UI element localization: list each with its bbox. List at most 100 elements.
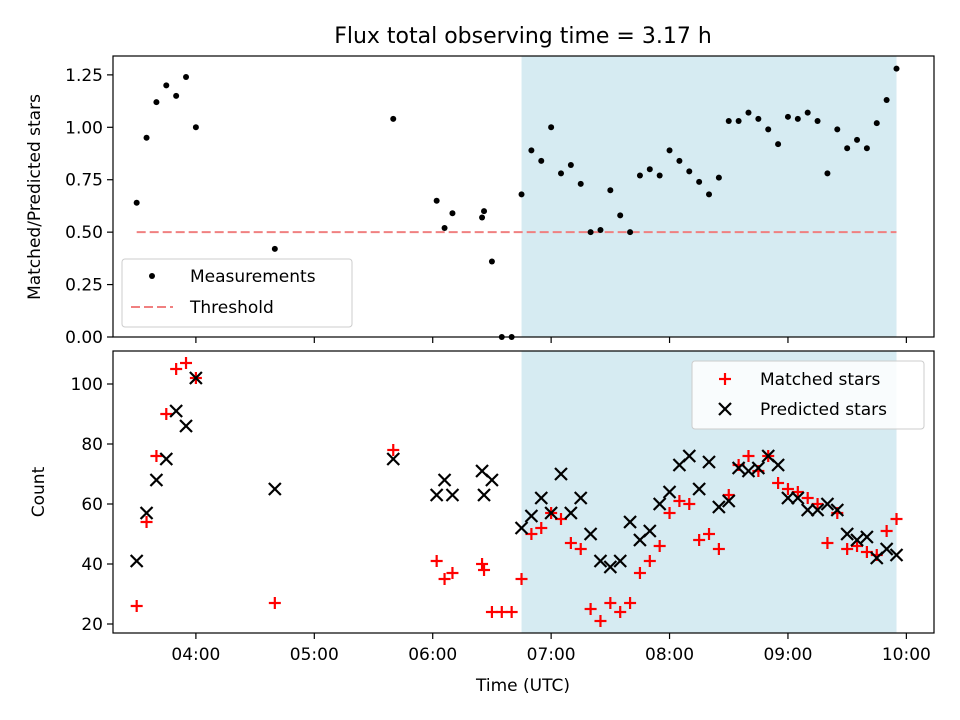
measurement-points: [133, 65, 900, 340]
measurement-point: [883, 97, 890, 104]
measurement-point: [725, 118, 732, 125]
measurement-point: [587, 229, 594, 236]
predicted-star-point: [820, 497, 835, 511]
matched-star-point: [564, 537, 577, 549]
matched-star-point: [604, 597, 617, 609]
measurement-point: [577, 180, 584, 187]
matched-star-point: [150, 450, 163, 462]
top-axes-frame: [112, 55, 935, 338]
predicted-star-point: [129, 554, 144, 568]
predicted-star-point: [800, 503, 815, 517]
matched-star-point: [801, 492, 814, 504]
legend-matched-marker: [719, 373, 731, 385]
legend-matched-label: Matched stars: [760, 370, 880, 390]
predicted-star-point: [583, 527, 598, 541]
xtick-label: 08:00: [645, 645, 694, 665]
matched-star-point: [772, 477, 785, 489]
measurement-point: [183, 73, 190, 80]
measurement-point: [488, 258, 495, 265]
matched-star-point: [614, 606, 627, 618]
bottom-legend: Matched stars Predicted stars: [691, 360, 925, 430]
predicted-star-point: [721, 494, 736, 508]
matched-star-point: [673, 495, 686, 507]
measurement-point: [449, 210, 456, 217]
top-legend-box: [121, 258, 353, 328]
measurement-point: [441, 224, 448, 231]
measurement-point: [755, 115, 762, 122]
predicted-star-point: [514, 521, 529, 535]
matched-star-point: [841, 543, 854, 555]
legend-measurements-label: Measurements: [190, 267, 316, 287]
matched-star-point: [160, 408, 173, 420]
xtick-label: 09:00: [763, 645, 812, 665]
t-ytick-label: 0.25: [65, 276, 103, 296]
matched-star-point: [535, 522, 548, 534]
matched-star-point: [140, 516, 153, 528]
b-ytick-label: 60: [81, 495, 103, 515]
measurement-point: [804, 109, 811, 116]
measurement-point: [567, 162, 574, 169]
predicted-star-point: [603, 560, 618, 574]
predicted-star-point: [810, 503, 825, 517]
predicted-star-point: [781, 491, 795, 505]
predicted-star-point: [544, 506, 558, 520]
predicted-star-point: [771, 458, 785, 472]
b-ytick-label: 20: [81, 615, 103, 635]
predicted-star-point: [840, 527, 854, 541]
matched-star-point: [476, 558, 489, 570]
predicted-star-point: [564, 506, 578, 520]
matched-star-point: [478, 564, 491, 576]
xtick-label: 07:00: [527, 645, 576, 665]
matched-star-point: [703, 528, 716, 540]
measurement-point: [775, 141, 782, 148]
predicted-star-point: [643, 524, 657, 538]
bottom-legend-box: [691, 360, 925, 430]
measurement-point: [133, 199, 140, 206]
measurement-point: [163, 82, 170, 89]
predicted-star-point: [534, 491, 549, 505]
predicted-star-point: [850, 533, 864, 547]
measurement-point: [745, 109, 752, 116]
measurement-point: [518, 191, 525, 198]
matched-star-point: [880, 525, 893, 537]
matched-star-point: [430, 555, 443, 567]
matched-star-point: [130, 600, 143, 612]
top-panel: 0.00 0.25 0.50 0.75 1.00 1.25 Matched/Predict…: [25, 55, 935, 348]
measurement-point: [844, 145, 851, 152]
measurement-point: [893, 65, 900, 72]
bottom-y-ticks: 20 40 60 80 100: [71, 375, 113, 635]
measurement-point: [735, 118, 742, 125]
predicted-star-point: [268, 482, 282, 496]
measurement-point: [824, 170, 831, 177]
measurement-point: [646, 166, 653, 173]
x-axis-label: Time (UTC): [475, 676, 570, 696]
matched-star-point: [633, 567, 646, 579]
measurement-point: [538, 157, 545, 164]
measurement-point: [834, 126, 841, 133]
matched-star-point: [653, 540, 666, 552]
predicted-star-point: [524, 509, 539, 523]
predicted-star-point: [429, 488, 444, 502]
measurement-point: [854, 136, 861, 143]
predicted-star-point: [485, 473, 499, 487]
t-ytick-label: 0.00: [65, 328, 103, 348]
measurement-point: [433, 197, 440, 204]
measurement-point: [607, 187, 614, 194]
predicted-star-point: [879, 542, 894, 556]
measurement-point: [706, 191, 713, 198]
measurement-point: [192, 124, 199, 131]
predicted-star-point: [477, 488, 491, 502]
matched-star-point: [505, 606, 518, 618]
legend-measurements-marker: [149, 273, 155, 279]
measurement-point: [656, 172, 663, 179]
matched-star-point: [742, 450, 755, 462]
xtick-label: 05:00: [290, 645, 339, 665]
measurement-point: [271, 245, 278, 252]
matched-star-point: [268, 597, 281, 609]
measurement-point: [784, 113, 791, 120]
predicted-star-point: [169, 404, 183, 418]
top-y-ticks: 0.00 0.25 0.50 0.75 1.00 1.25: [65, 66, 113, 348]
b-ytick-label: 100: [71, 375, 103, 395]
measurement-point: [696, 178, 703, 185]
